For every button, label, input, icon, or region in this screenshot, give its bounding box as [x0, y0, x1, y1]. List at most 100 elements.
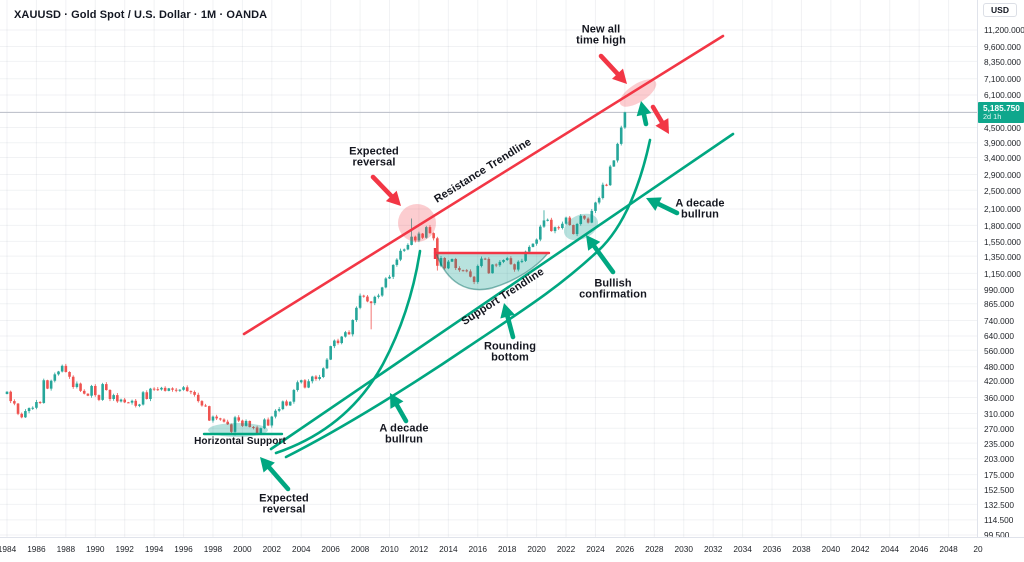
- candle-body: [487, 258, 491, 274]
- candle-body: [182, 387, 185, 390]
- candle-body: [572, 225, 575, 235]
- arrow-rounding-bottom-head: [500, 303, 515, 319]
- new-ath-ellipse: [619, 79, 657, 107]
- time-tick-label: 2038: [792, 544, 811, 554]
- candle-body: [13, 401, 16, 404]
- candle-body: [531, 243, 535, 247]
- candle-body: [281, 401, 285, 410]
- candle-body: [377, 295, 380, 297]
- chart-pane[interactable]: [0, 0, 978, 538]
- candle-body: [178, 389, 182, 391]
- price-tick-label: 132.500: [984, 499, 1014, 510]
- candle-body: [432, 233, 435, 239]
- price-tick-label: 1,150.000: [984, 268, 1021, 279]
- price-tick-label: 152.500: [984, 484, 1014, 495]
- candle-body: [358, 295, 362, 308]
- candle-body: [472, 276, 476, 282]
- candle-body: [461, 270, 465, 272]
- candle-body: [336, 340, 340, 344]
- candle-body: [200, 401, 204, 406]
- candle-body: [443, 258, 446, 269]
- currency-button[interactable]: USD: [983, 3, 1017, 17]
- arrow-decade-bullrun-left-shaft: [393, 401, 409, 424]
- candle-body: [568, 217, 572, 226]
- candle-body: [410, 236, 413, 245]
- candle-body: [505, 258, 509, 260]
- price-scale[interactable]: 5,185.750 2d 1h 11,200.000 9,600.000 8,350…: [977, 0, 1024, 540]
- candle-body: [597, 198, 601, 203]
- candle-body: [325, 359, 329, 369]
- candle-body: [491, 264, 494, 274]
- candle-body: [138, 404, 141, 406]
- candle-body: [119, 399, 123, 402]
- candle-body: [237, 417, 241, 421]
- time-tick-label: 2018: [497, 544, 517, 554]
- price-tick-label: 865.000: [984, 299, 1014, 310]
- candle-body: [333, 340, 336, 347]
- candle-body: [241, 420, 244, 426]
- candle-body: [252, 427, 255, 429]
- decade-bullrun-curve-1: [274, 249, 422, 455]
- time-scale[interactable]: 1984 1986 1988 1990 1992 1994 1996 1998 2000 2002…: [0, 537, 1024, 562]
- candle-body: [97, 395, 101, 400]
- candle-body: [502, 259, 505, 262]
- time-tick-label: 2042: [851, 544, 870, 554]
- price-tick-label: 1,800.000: [984, 220, 1021, 231]
- candle-body: [310, 376, 314, 382]
- time-tick-label: 2004: [292, 544, 311, 554]
- price-tick-label: 3,900.000: [984, 138, 1021, 149]
- candle-body: [391, 264, 395, 277]
- time-tick-label: 2046: [909, 544, 929, 554]
- candle-body: [9, 391, 12, 402]
- price-tick-label: 640.000: [984, 331, 1014, 342]
- candle-body: [542, 220, 546, 227]
- candle-body: [171, 388, 174, 390]
- candle-body: [546, 219, 549, 221]
- candle-body: [623, 112, 627, 128]
- candle-body: [167, 388, 171, 391]
- candle-body: [292, 390, 296, 402]
- candle-body: [42, 380, 46, 403]
- symbol-title: XAUUSD · Gold Spot / U.S. Dollar · 1M · …: [14, 9, 268, 21]
- candle-body: [527, 246, 531, 252]
- time-tick-label: 1998: [203, 544, 223, 554]
- candle-body: [127, 402, 130, 404]
- candle-body: [259, 428, 263, 434]
- arrow-bullish-confirmation-head: [586, 235, 601, 251]
- candle-body: [189, 391, 193, 393]
- candle-body: [93, 385, 97, 396]
- candle-body: [141, 392, 145, 405]
- candle-body: [16, 403, 20, 414]
- candle-body: [296, 382, 299, 391]
- time-tick-label: 2010: [380, 544, 399, 554]
- candle-body: [513, 264, 516, 270]
- time-tick-label: 2036: [762, 544, 782, 554]
- last-price-badge[interactable]: 5,185.750 2d 1h: [978, 101, 1024, 123]
- price-tick-label: 560.000: [984, 345, 1014, 356]
- candle-body: [575, 224, 579, 235]
- candle-body: [149, 388, 152, 399]
- price-tick-label: 360.000: [984, 392, 1014, 403]
- candle-body: [152, 388, 156, 390]
- rounding-bottom-area-arc: [435, 252, 549, 291]
- candle-body: [27, 408, 31, 412]
- price-tick-label: 11,200.000: [984, 25, 1024, 36]
- time-tick-label: 2000: [233, 544, 252, 554]
- candle-body: [215, 416, 218, 419]
- time-tick-label: 2022: [556, 544, 576, 554]
- candle-body: [82, 390, 86, 394]
- candle-body: [447, 261, 450, 269]
- candle-body: [616, 143, 619, 161]
- candle-body: [75, 383, 79, 388]
- candle-body: [31, 407, 35, 409]
- time-tick-label: 2016: [468, 544, 488, 554]
- candle-body: [270, 416, 274, 426]
- candle-body: [561, 223, 564, 229]
- candle-body: [244, 420, 248, 426]
- candle-body: [564, 217, 568, 224]
- candle-body: [226, 421, 229, 425]
- time-tick-label: 1990: [86, 544, 105, 554]
- candle-body: [402, 249, 406, 251]
- price-chart[interactable]: [0, 0, 978, 538]
- chart-header: XAUUSD · Gold Spot / U.S. Dollar · 1M · …: [14, 5, 267, 23]
